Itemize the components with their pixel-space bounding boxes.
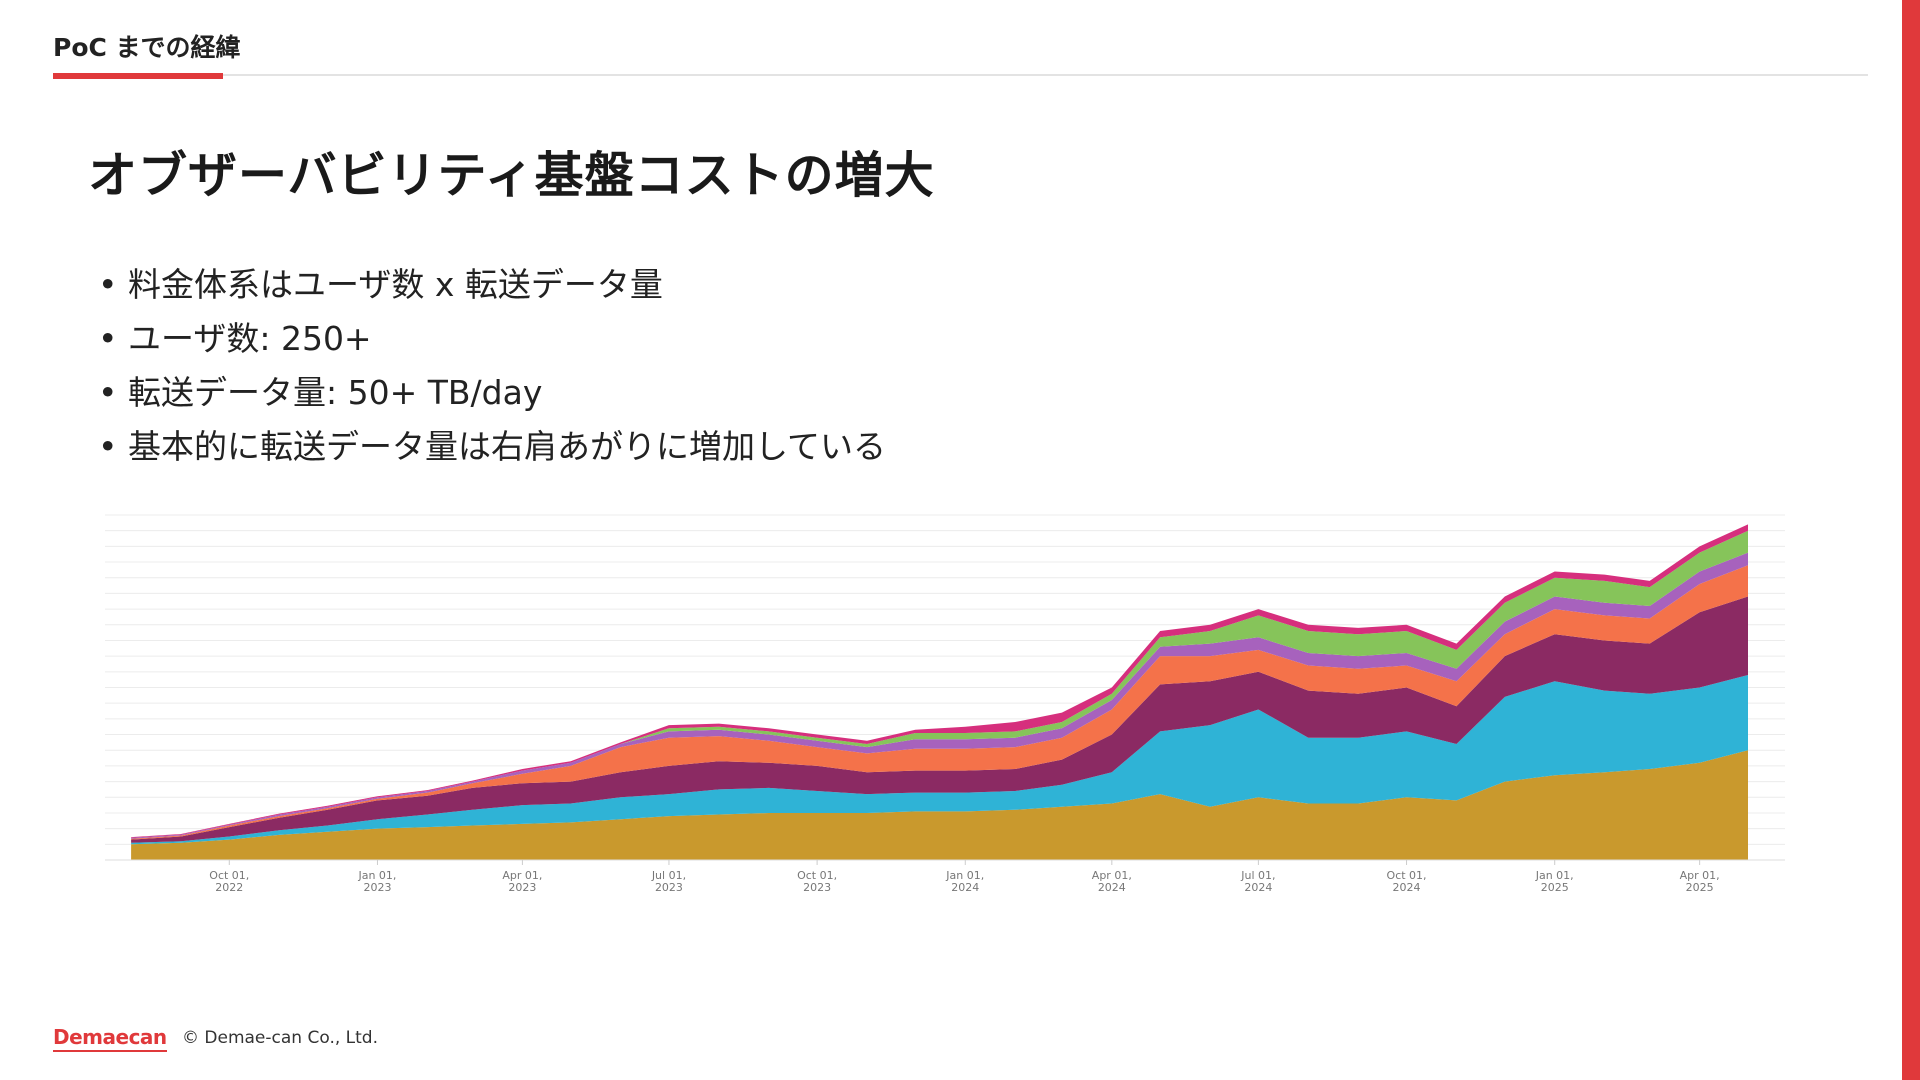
x-tick-label: Apr 01,	[502, 869, 542, 882]
x-tick-label: 2023	[803, 881, 831, 894]
x-tick-label: Apr 01,	[1092, 869, 1132, 882]
x-tick-label: Oct 01,	[1387, 869, 1427, 882]
x-tick-label: Oct 01,	[797, 869, 837, 882]
bullet-item: • 料金体系はユーザ数 x 転送データ量	[98, 258, 886, 312]
x-tick-label: 2024	[1244, 881, 1272, 894]
bullet-dot-icon: •	[98, 265, 118, 304]
bullet-item: • ユーザ数: 250+	[98, 312, 886, 366]
bullet-text: 料金体系はユーザ数 x 転送データ量	[128, 265, 663, 304]
bullet-item: • 基本的に転送データ量は右肩あがりに増加している	[98, 420, 886, 474]
bullet-text: 転送データ量: 50+ TB/day	[128, 373, 543, 412]
x-tick-label: 2024	[1393, 881, 1421, 894]
x-tick-label: 2023	[363, 881, 391, 894]
slide-title: オブザーバビリティ基盤コストの増大	[88, 147, 935, 204]
x-tick-label: 2024	[1098, 881, 1126, 894]
x-tick-label: 2025	[1686, 881, 1714, 894]
x-tick-label: 2025	[1541, 881, 1569, 894]
section-divider-accent	[53, 73, 223, 79]
bullet-dot-icon: •	[98, 373, 118, 412]
x-tick-label: 2022	[215, 881, 243, 894]
area-series-1	[131, 750, 1749, 860]
company-logo: Demaecan	[53, 1025, 167, 1052]
copyright-text: © Demae-can Co., Ltd.	[182, 1028, 378, 1048]
bullet-item: • 転送データ量: 50+ TB/day	[98, 366, 886, 420]
x-tick-label: Jan 01,	[357, 869, 396, 882]
x-tick-label: Apr 01,	[1680, 869, 1720, 882]
x-tick-label: 2023	[508, 881, 536, 894]
x-tick-label: Jul 01,	[1240, 869, 1275, 882]
area-series-2	[131, 675, 1749, 845]
x-tick-label: Jan 01,	[1535, 869, 1574, 882]
section-divider	[53, 74, 1868, 76]
x-tick-label: Jul 01,	[651, 869, 686, 882]
x-tick-label: Jan 01,	[945, 869, 984, 882]
bullet-dot-icon: •	[98, 427, 118, 466]
bullet-text: 基本的に転送データ量は右肩あがりに増加している	[128, 427, 887, 466]
x-tick-label: Oct 01,	[209, 869, 249, 882]
x-tick-label: 2024	[951, 881, 979, 894]
x-tick-label: 2023	[655, 881, 683, 894]
section-label: PoC までの経緯	[53, 33, 241, 62]
area-series-3	[131, 596, 1749, 843]
data-volume-chart: Oct 01, 2022 Jan 01, 2023 Apr 01, 2023 Jul 01,…	[105, 510, 1795, 910]
bullet-dot-icon: •	[98, 319, 118, 358]
right-accent-band	[1902, 0, 1920, 1080]
bullet-list: • 料金体系はユーザ数 x 転送データ量 • ユーザ数: 250+ • 転送データ量:…	[98, 258, 886, 474]
bullet-text: ユーザ数: 250+	[128, 319, 372, 358]
